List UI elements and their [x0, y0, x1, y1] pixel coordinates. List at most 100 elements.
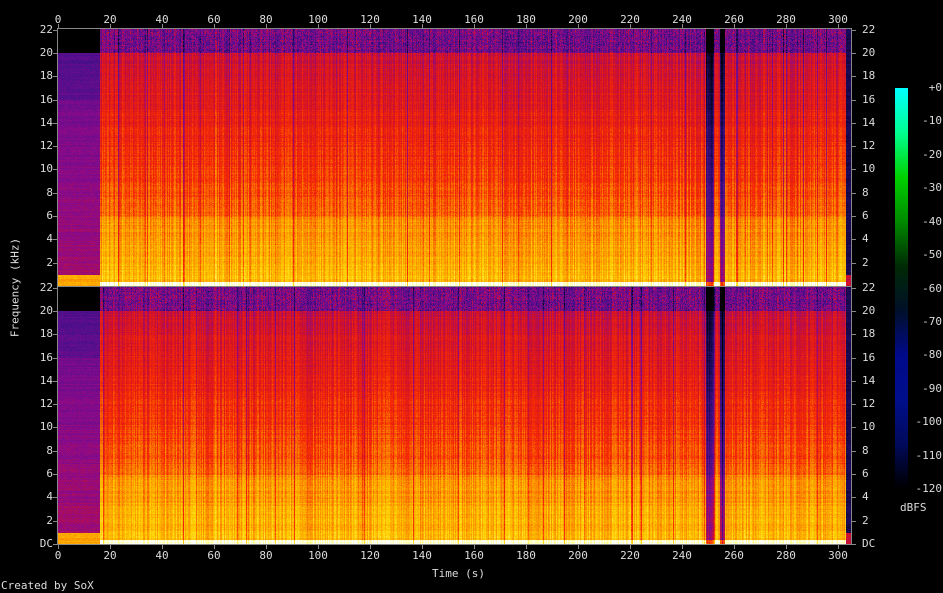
- y-tick-label-left: 18: [39, 327, 53, 341]
- y-tick-label-left: DC: [39, 537, 53, 550]
- x-tick-label-top: 260: [724, 13, 744, 26]
- y-tick-label-right: 16: [862, 350, 876, 364]
- y-tick-mark: [852, 239, 856, 241]
- y-tick-mark: [53, 474, 57, 476]
- y-tick-mark: [53, 497, 57, 499]
- x-tick-mark: [474, 545, 475, 549]
- y-tick-label-left: 4: [46, 490, 53, 504]
- x-tick-mark: [422, 24, 423, 28]
- y-tick-label-left: 12: [39, 397, 53, 411]
- y-tick-mark: [53, 287, 57, 289]
- colorbar-tick-label: -100: [915, 415, 943, 429]
- y-tick-mark: [852, 310, 856, 312]
- x-tick-mark: [318, 24, 319, 28]
- colorbar-tick-label: -90: [922, 381, 942, 395]
- y-tick-mark: [53, 310, 57, 312]
- y-tick-mark: [53, 122, 57, 124]
- y-tick-label-right: 16: [862, 92, 876, 106]
- y-tick-mark: [53, 146, 57, 148]
- y-tick-mark: [852, 334, 856, 336]
- y-tick-mark: [852, 216, 856, 218]
- spectrogram-channel-2: [58, 287, 851, 544]
- x-tick-label-top: 280: [776, 13, 796, 26]
- x-tick-mark: [214, 24, 215, 28]
- x-tick-label-bottom: 60: [207, 549, 221, 562]
- colorbar-tick-label: -120: [915, 482, 943, 495]
- y-tick-mark: [852, 380, 856, 382]
- colorbar-tick-label: -70: [922, 314, 942, 328]
- y-tick-label-right: 6: [862, 467, 869, 481]
- x-tick-label-top: 300: [828, 13, 848, 26]
- y-tick-label-right: 14: [862, 115, 876, 129]
- y-tick-mark: [53, 262, 57, 264]
- y-tick-mark: [852, 146, 856, 148]
- y-tick-mark: [852, 192, 856, 194]
- y-tick-mark: [852, 76, 856, 78]
- y-tick-mark: [53, 544, 57, 545]
- x-tick-mark: [422, 545, 423, 549]
- colorbar-label: dBFS: [900, 501, 927, 514]
- y-tick-mark: [53, 404, 57, 406]
- y-tick-label-left: 16: [39, 92, 53, 106]
- y-tick-label-left: 6: [46, 467, 53, 481]
- x-tick-label-top: 120: [360, 13, 380, 26]
- x-tick-label-bottom: 40: [155, 549, 169, 562]
- x-tick-label-bottom: 180: [516, 549, 536, 562]
- x-tick-mark: [786, 24, 787, 28]
- y-tick-label-left: 12: [39, 139, 53, 153]
- y-tick-label-right: 18: [862, 69, 876, 83]
- x-tick-mark: [370, 24, 371, 28]
- y-tick-label-right: 12: [862, 397, 876, 411]
- y-tick-label-right: 18: [862, 327, 876, 341]
- y-tick-label-left: 20: [39, 303, 53, 317]
- footer-credit: Created by SoX: [1, 579, 94, 592]
- x-tick-label-bottom: 240: [672, 549, 692, 562]
- x-tick-mark: [630, 24, 631, 28]
- x-tick-label-bottom: 160: [464, 549, 484, 562]
- colorbar-tick-label: -30: [922, 181, 942, 195]
- x-tick-label-top: 20: [103, 13, 117, 26]
- x-tick-mark: [266, 545, 267, 549]
- y-tick-label-left: 22: [39, 280, 53, 294]
- colorbar-tick-label: -10: [922, 114, 942, 128]
- y-tick-label-left: 6: [46, 209, 53, 223]
- y-tick-mark: [852, 357, 856, 359]
- colorbar-tick-label: -60: [922, 281, 942, 295]
- colorbar-tick-label: -80: [922, 348, 942, 362]
- x-tick-mark: [162, 545, 163, 549]
- y-tick-label-left: 16: [39, 350, 53, 364]
- y-tick-mark: [53, 427, 57, 429]
- y-tick-mark: [852, 122, 856, 124]
- spectrogram-channel-1: [58, 29, 851, 286]
- x-axis-label: Time (s): [432, 567, 485, 580]
- y-axis-label: Frequency (kHz): [8, 237, 22, 338]
- y-tick-label-right: 20: [862, 303, 876, 317]
- x-tick-label-bottom: 260: [724, 549, 744, 562]
- x-tick-mark: [526, 24, 527, 28]
- y-tick-label-right: 4: [862, 232, 869, 246]
- x-tick-label-top: 160: [464, 13, 484, 26]
- x-tick-label-top: 60: [207, 13, 221, 26]
- x-tick-mark: [370, 545, 371, 549]
- y-tick-mark: [852, 99, 856, 101]
- y-tick-mark: [852, 450, 856, 452]
- x-tick-mark: [630, 545, 631, 549]
- y-tick-mark: [53, 239, 57, 241]
- y-tick-label-right: 10: [862, 420, 876, 434]
- x-tick-label-bottom: 200: [568, 549, 588, 562]
- y-tick-label-left: 4: [46, 232, 53, 246]
- y-tick-mark: [53, 169, 57, 171]
- x-tick-label-top: 240: [672, 13, 692, 26]
- y-tick-label-left: 2: [46, 513, 53, 527]
- colorbar-tick-label: -40: [922, 214, 942, 228]
- x-tick-label-bottom: 100: [308, 549, 328, 562]
- y-tick-label-right: 6: [862, 209, 869, 223]
- y-tick-mark: [53, 216, 57, 218]
- x-tick-label-top: 40: [155, 13, 169, 26]
- y-tick-mark: [852, 169, 856, 171]
- x-tick-mark: [734, 545, 735, 549]
- y-tick-label-right: 10: [862, 162, 876, 176]
- x-tick-label-top: 140: [412, 13, 432, 26]
- y-tick-label-left: 10: [39, 162, 53, 176]
- x-tick-label-top: 200: [568, 13, 588, 26]
